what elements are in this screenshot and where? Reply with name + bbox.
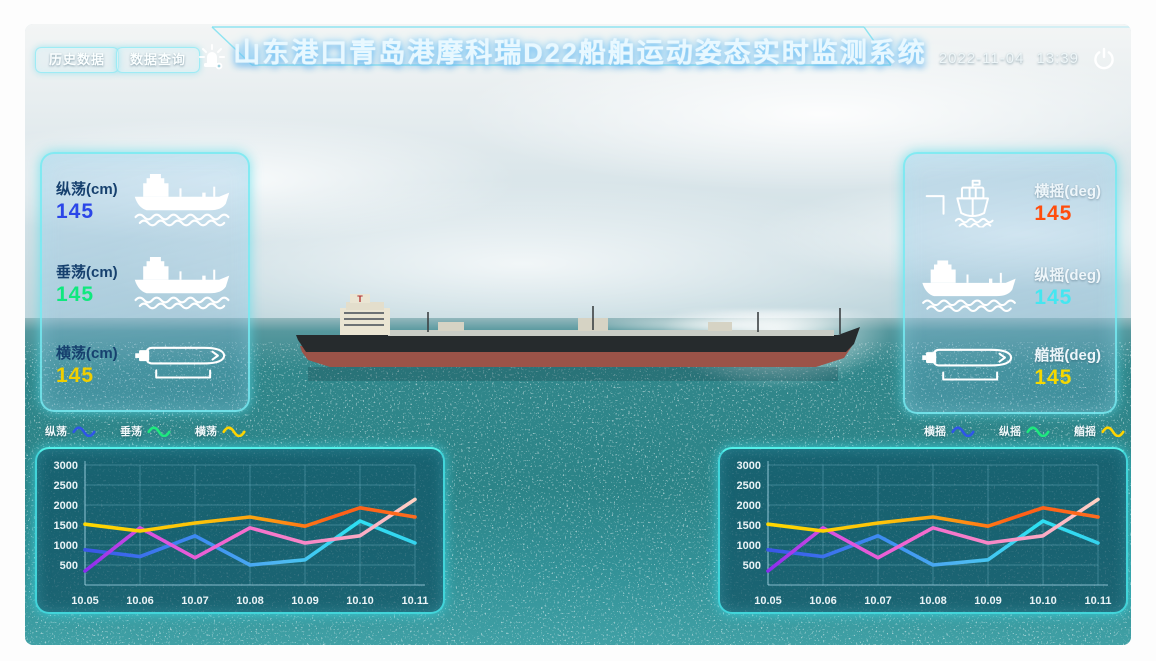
svg-text:3000: 3000 [737,460,761,472]
legend-item[interactable]: 横荡 [195,423,246,439]
metric-sway: 横荡(cm) 145 [42,340,248,390]
translation-line-chart[interactable]: 500 1000 1500 2000 2500 3000 10.05 10.06 10.07 10… [37,449,447,616]
legend-wave-swatch [147,426,171,437]
time-text: 13:39 [1036,50,1079,67]
tanker-ship-illustration: T [296,294,860,381]
legend-item[interactable]: 垂荡 [120,423,171,439]
ship-top-icon [130,340,234,390]
svg-text:1000: 1000 [737,540,761,552]
svg-text:10.07: 10.07 [181,595,209,607]
rotation-line-chart[interactable]: 500 1000 1500 2000 2500 3000 10.05 10.06 10.07 10… [720,449,1130,616]
ship-front-icon [919,174,1011,232]
legend-label: 纵摇 [999,426,1021,438]
svg-text:T: T [357,294,363,304]
metric-label: 纵荡(cm) [56,181,118,199]
svg-text:10.08: 10.08 [919,595,947,607]
metric-heave: 垂荡(cm) 145 [42,257,248,311]
legend-item[interactable]: 艏摇 [1074,423,1125,439]
metric-value: 145 [1034,202,1073,225]
ship-side-icon [130,257,234,311]
right-chart-panel[interactable]: 500 1000 1500 2000 2500 3000 10.05 10.06 10.07 10… [718,447,1128,614]
svg-text:10.08: 10.08 [236,595,264,607]
legend-wave-swatch [1101,426,1125,437]
metric-label: 艏摇(deg) [1034,347,1101,364]
siren-icon[interactable] [197,44,227,74]
date-text: 2022-11-04 [938,50,1025,67]
legend-label: 横荡 [195,426,217,438]
svg-text:10.09: 10.09 [974,595,1002,607]
svg-text:10.10: 10.10 [1029,595,1057,607]
metric-value: 145 [1034,286,1073,309]
legend-label: 垂荡 [120,426,142,438]
scene: T 历史数据 数据查询 [25,24,1131,645]
svg-text:10.05: 10.05 [754,595,782,607]
svg-text:1500: 1500 [54,520,78,532]
left-metrics-panel: 纵荡(cm) 145 垂荡(cm) 145 横荡(cm) 145 [40,152,250,412]
svg-text:1500: 1500 [737,520,761,532]
metric-value: 145 [56,363,95,387]
metric-yaw: 艏摇(deg) 145 [905,342,1115,392]
metric-surge: 纵荡(cm) 145 [42,174,248,228]
metric-label: 横荡(cm) [56,344,118,362]
data-query-button[interactable]: 数据查询 [116,47,201,73]
svg-text:2500: 2500 [54,480,78,492]
svg-text:10.11: 10.11 [1085,595,1112,607]
svg-text:500: 500 [743,560,761,572]
svg-text:10.07: 10.07 [864,595,892,607]
metric-value: 145 [56,200,95,224]
datetime-display: 2022-11-04 13:39 [939,50,1079,67]
metric-roll: 横摇(deg) 145 [905,174,1115,232]
svg-text:10.05: 10.05 [71,595,99,607]
svg-text:500: 500 [60,560,78,572]
legend-label: 艏摇 [1074,426,1096,438]
legend-label: 横摇 [924,426,946,438]
svg-text:1000: 1000 [54,540,78,552]
ship-side-icon [919,260,1019,314]
right-chart-legend: 横摇 纵摇 艏摇 [924,423,1125,439]
svg-text:10.09: 10.09 [291,595,319,607]
power-icon[interactable] [1091,46,1117,72]
history-data-button[interactable]: 历史数据 [35,47,120,73]
left-chart-panel[interactable]: 500 1000 1500 2000 2500 3000 10.05 10.06 10.07 10… [35,447,445,614]
left-chart-legend: 纵荡 垂荡 横荡 [45,423,246,439]
legend-wave-swatch [222,426,246,437]
svg-text:3000: 3000 [54,460,78,472]
svg-text:10.06: 10.06 [809,595,837,607]
legend-item[interactable]: 横摇 [924,423,975,439]
legend-label: 纵荡 [45,426,67,438]
right-metrics-panel: 横摇(deg) 145 纵摇(deg) 145 艏摇(deg) 145 [903,152,1117,414]
svg-text:2000: 2000 [54,500,78,512]
legend-wave-swatch [951,426,975,437]
legend-wave-swatch [1026,426,1050,437]
legend-item[interactable]: 纵摇 [999,423,1050,439]
svg-text:10.11: 10.11 [402,595,429,607]
ship-side-icon [130,174,234,228]
ship-top-icon [919,342,1019,392]
metric-value: 145 [56,282,95,306]
metric-label: 横摇(deg) [1034,183,1101,200]
legend-item[interactable]: 纵荡 [45,423,96,439]
svg-text:10.10: 10.10 [346,595,374,607]
legend-wave-swatch [72,426,96,437]
metric-label: 垂荡(cm) [56,263,118,281]
svg-text:2000: 2000 [737,500,761,512]
page-title: 山东港口青岛港摩科瑞D22船舶运动姿态实时监测系统 [233,38,927,68]
svg-text:2500: 2500 [737,480,761,492]
svg-text:10.06: 10.06 [126,595,154,607]
metric-value: 145 [1034,366,1073,389]
metric-pitch: 纵摇(deg) 145 [905,260,1115,314]
metric-label: 纵摇(deg) [1034,267,1101,284]
